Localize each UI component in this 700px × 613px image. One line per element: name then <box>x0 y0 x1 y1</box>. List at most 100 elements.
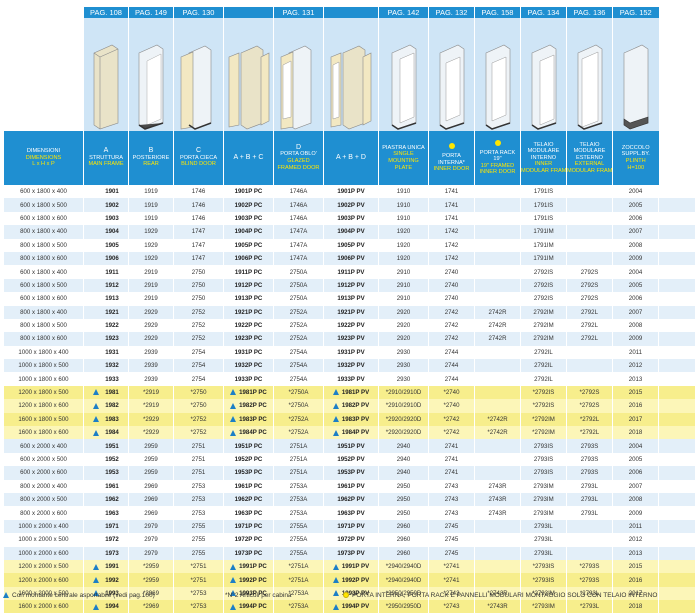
cell-glazed-door: 2753A <box>273 492 324 507</box>
cell-main-frame: 1901 <box>83 185 129 199</box>
header-dim-unit: L x H x P <box>32 161 55 168</box>
cell-rear: *2969 <box>128 586 174 601</box>
cell-rear: *2929 <box>128 426 174 440</box>
abc-assembly-code: 1991P PC <box>239 563 267 571</box>
cell-pad <box>658 466 695 480</box>
cell-external-modular-frame: 2793S <box>566 466 613 480</box>
cell-glazed-door: 2752A <box>273 332 324 346</box>
cell-abc-code: 1922P PC <box>223 318 274 333</box>
cell-rear: 1929 <box>128 225 174 239</box>
header-inner-en: INNER DOOR <box>433 166 470 173</box>
cell-inner-modular-frame: 2792IM <box>520 318 567 333</box>
cell-external-modular-frame: *2793L <box>566 586 613 601</box>
triangle-marker-icon <box>332 416 339 423</box>
cell-dimensions: 600 x 1800 x 500 <box>3 198 84 212</box>
cell-blind-door: *2753 <box>173 600 224 613</box>
cell-rack-door: 2743R <box>474 479 521 493</box>
main-frame-code: 1902 <box>105 201 119 209</box>
abd-assembly-code: 1952P PV <box>337 456 365 463</box>
cell-blind-door: *2750 <box>173 399 224 413</box>
cell-abd-code: 1904P PV <box>323 225 379 239</box>
cell-dimensions: 1600 x 2000 x 600 <box>3 600 84 613</box>
cell-pad <box>658 506 695 520</box>
header-plinth-it1: ZOCCOLO <box>621 144 650 151</box>
abd-assembly-code: 1993P PV <box>341 589 370 597</box>
cell-plinth: 2012 <box>612 533 659 547</box>
cell-blind-door: 2750 <box>173 278 224 293</box>
cell-inner-modular-frame: 2792IL <box>520 372 567 386</box>
cell-rear: 2939 <box>128 345 174 360</box>
cell-inner-modular-frame: 1791IS <box>520 185 567 199</box>
cell-rear: 2979 <box>128 546 174 560</box>
cell-abd-code: 1933P PV <box>323 372 379 386</box>
header-plate-en2: MOUNTING <box>388 158 419 164</box>
cell-blind-door: 2752 <box>173 305 224 319</box>
cell-pad <box>658 185 695 199</box>
cell-main-frame: 1983 <box>83 412 129 427</box>
table-row: 1000 x 1800 x 400 1931 2939 2754 1931P PC 275… <box>3 345 695 360</box>
cell-abc-code: 1923P PC <box>223 332 274 346</box>
page-ref-plinth: PAG. 152 <box>612 7 659 18</box>
cell-plinth: 2005 <box>612 278 659 293</box>
cell-inner-door: 1742 <box>428 251 475 266</box>
header-telin-it3: INTERNO <box>530 154 557 161</box>
cell-inner-door: 1741 <box>428 211 475 226</box>
cell-inner-door: 2742 <box>428 332 475 346</box>
cell-plinth: 2007 <box>612 479 659 493</box>
main-frame-code: 1951 <box>105 442 119 450</box>
cell-external-modular-frame: *2792L <box>566 412 613 427</box>
cell-main-frame: 1981 <box>83 385 129 400</box>
plinth-image <box>612 18 659 131</box>
cell-rear: 2969 <box>128 479 174 493</box>
catalog-table: PAG. 108 PAG. 149 PAG. 130 PAG. 131 PAG.… <box>3 7 695 613</box>
cell-external-modular-frame: *2793L <box>566 600 613 613</box>
cell-glazed-door: 2750A <box>273 292 324 306</box>
table-row: 600 x 2000 x 500 1952 2959 2751 1952P PC 2751… <box>3 452 695 467</box>
rack-door-image <box>474 18 521 131</box>
abc-assembly-code: 1992P PC <box>239 576 267 584</box>
cell-blind-door: 2752 <box>173 332 224 346</box>
triangle-marker-icon <box>332 389 339 396</box>
cell-inner-modular-frame: 2793IM <box>520 492 567 507</box>
cell-glazed-door: 2750A <box>273 265 324 279</box>
header-plate-en3: PLATE <box>394 164 413 171</box>
cell-rack-door: 2742R <box>474 318 521 333</box>
abc-assembly-code: 1913P PC <box>234 295 263 303</box>
abd-assembly-code: 1973P PV <box>337 549 365 557</box>
cell-rack-door <box>474 185 521 199</box>
cell-mounting-plate: 2920 <box>378 305 429 319</box>
cell-plinth: 2004 <box>612 265 659 279</box>
cell-abd-code: 1912P PV <box>323 278 379 293</box>
cell-rack-door <box>474 198 521 212</box>
cell-abc-code: 1933P PC <box>223 372 274 386</box>
header-telex-en2: MODULAR FRAME <box>567 167 613 174</box>
header-d-letter: D <box>295 143 302 151</box>
page-ref-inner: PAG. 132 <box>428 7 475 18</box>
cell-blind-door: *2751 <box>173 559 224 574</box>
triangle-marker-icon <box>332 429 339 436</box>
cell-mounting-plate: 2940 <box>378 439 429 453</box>
cell-glazed-door: 1746A <box>273 185 324 199</box>
abc-assembly-code: 1983P PC <box>239 415 267 423</box>
cell-mounting-plate: *2940/2940D <box>378 559 429 574</box>
glazed-door-image <box>273 18 324 131</box>
triangle-marker-icon <box>93 590 100 597</box>
cell-inner-door: *2740 <box>428 399 475 413</box>
abc-assembly-code: 1901P PC <box>234 188 263 196</box>
cell-external-modular-frame: *2792S <box>566 399 613 413</box>
cell-rear: 2919 <box>128 292 174 306</box>
cell-dimensions: 1000 x 1800 x 400 <box>3 345 84 360</box>
cell-dimensions: 1200 x 1800 x 600 <box>3 399 84 413</box>
cell-pad <box>658 265 695 279</box>
header-d-en1: GLAZED <box>287 158 310 164</box>
cell-inner-door: 2740 <box>428 278 475 293</box>
cell-dimensions: 800 x 2000 x 400 <box>3 479 84 493</box>
cell-rear: 2969 <box>128 492 174 507</box>
triangle-marker-icon <box>332 576 339 583</box>
cell-rear: 1929 <box>128 251 174 266</box>
footer-right: PORTA INTERNA, PORTA RACK E PANNELLI MOD… <box>343 592 657 599</box>
cell-inner-modular-frame: *2793IM <box>520 600 567 613</box>
abc-assembly-code: 1906P PC <box>234 255 263 263</box>
header-glazed-door: D PORTA OBLO' GLAZED FRAMED DOOR <box>273 131 324 185</box>
table-row: 1200 x 1800 x 500 1981 *2919 *2750 1981P PC *… <box>3 385 695 400</box>
